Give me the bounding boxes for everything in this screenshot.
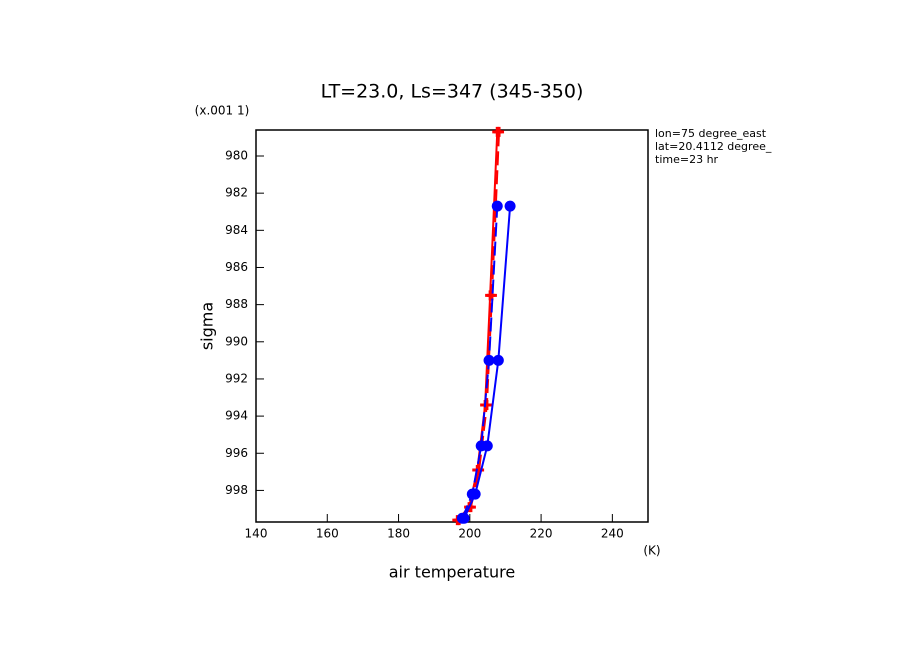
- y-tick-label: 982: [225, 186, 248, 200]
- y-tick-label: 998: [225, 483, 248, 497]
- x-tick-label: 140: [245, 527, 268, 541]
- chart-title: LT=23.0, Ls=347 (345-350): [321, 81, 584, 103]
- y-tick-label: 994: [225, 409, 248, 423]
- y-tick-label: 988: [225, 297, 248, 311]
- annotation: time=23 hr: [655, 153, 719, 166]
- marker: [483, 354, 495, 366]
- x-axis-label: air temperature: [389, 563, 515, 582]
- y-axis-label: sigma: [198, 302, 217, 350]
- y-tick-label: 980: [225, 149, 248, 163]
- x-tick-label: 220: [530, 527, 553, 541]
- y-tick-label: 992: [225, 371, 248, 385]
- y-tick-label: 986: [225, 260, 248, 274]
- marker: [494, 126, 505, 137]
- marker: [491, 200, 503, 212]
- y-tick-label: 990: [225, 334, 248, 348]
- y-unit: (x.001 1): [195, 104, 250, 118]
- y-tick-label: 984: [225, 223, 248, 237]
- plot-frame: [255, 129, 649, 523]
- marker: [492, 354, 504, 366]
- x-tick-label: 240: [601, 527, 624, 541]
- marker: [475, 440, 487, 452]
- x-unit: (K): [643, 544, 660, 558]
- series-line: [461, 206, 499, 519]
- annotation: lat=20.4112 degree_: [655, 140, 772, 153]
- annotation: lon=75 degree_east: [655, 127, 767, 140]
- x-tick-label: 160: [316, 527, 339, 541]
- marker: [504, 200, 516, 212]
- y-tick-label: 996: [225, 446, 248, 460]
- marker: [456, 512, 468, 524]
- marker: [466, 488, 478, 500]
- x-tick-label: 180: [387, 527, 410, 541]
- marker: [481, 399, 492, 410]
- x-tick-label: 200: [458, 527, 481, 541]
